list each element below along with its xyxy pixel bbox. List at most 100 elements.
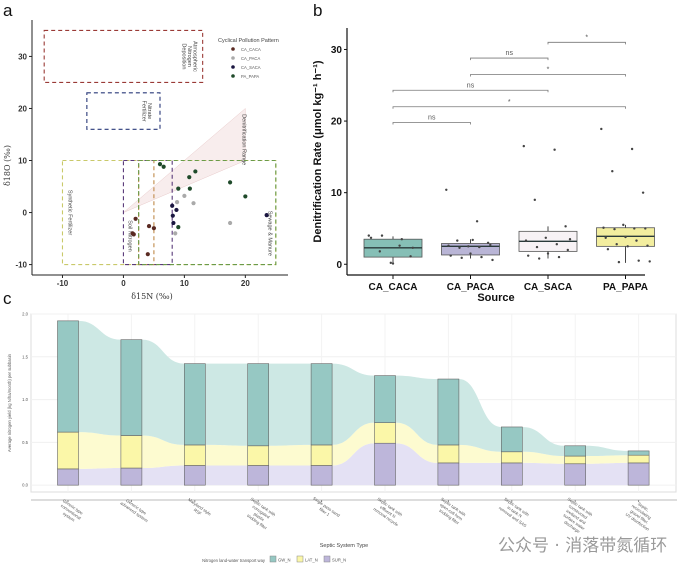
y-axis-title: Average nitrogen yield (kg N/ha/month) p… bbox=[7, 353, 12, 452]
legend-marker bbox=[231, 56, 235, 60]
bar-segment-lat_n bbox=[120, 435, 143, 469]
scatter-point-ca_caca bbox=[133, 216, 138, 221]
x-axis-title: δ15N (‰) bbox=[131, 292, 173, 301]
jitter-point bbox=[637, 259, 640, 262]
jitter-point bbox=[447, 244, 450, 247]
jitter-point bbox=[460, 256, 463, 260]
bar-segment-lat_n bbox=[437, 444, 460, 464]
jitter-point bbox=[641, 191, 645, 194]
jitter-point bbox=[533, 198, 536, 202]
scatter-point-pa_papa bbox=[176, 186, 181, 191]
bar-segment-lat_n bbox=[57, 431, 79, 470]
legend-marker bbox=[231, 65, 235, 69]
bar-segment-gw_n bbox=[437, 378, 460, 446]
x-tick-label: plastic bbox=[253, 511, 266, 522]
x-axis-title: Source bbox=[477, 292, 514, 304]
significance-bracket bbox=[392, 89, 549, 93]
jitter-point bbox=[630, 147, 634, 151]
jitter-point bbox=[535, 245, 539, 249]
legend-swatch-gw_n bbox=[269, 555, 277, 563]
significance-bracket bbox=[470, 57, 549, 61]
x-tick-label: Septic, bbox=[637, 501, 650, 512]
jitter-point bbox=[411, 246, 414, 249]
bar-segment-sur_n bbox=[564, 463, 587, 486]
significance-label: ns bbox=[506, 50, 514, 57]
jitter-point bbox=[555, 243, 558, 246]
scatter-point-ca_saca bbox=[174, 207, 179, 213]
jitter-point bbox=[456, 239, 459, 242]
jitter-point bbox=[380, 234, 384, 237]
jitter-point bbox=[449, 254, 452, 257]
legend-label: CA_SACA bbox=[241, 65, 261, 70]
y-axis-title: δ18O (‰) bbox=[3, 145, 12, 186]
scatter-point-pa_papa bbox=[157, 162, 163, 167]
y-tick-label: 1.5 bbox=[22, 354, 28, 359]
jitter-point bbox=[471, 238, 474, 242]
jitter-point bbox=[538, 257, 541, 260]
bar-segment-gw_n bbox=[564, 445, 587, 457]
source-region-0 bbox=[43, 29, 204, 83]
legend-title: Cyclical Pollution Pattern bbox=[218, 38, 279, 44]
jitter-point bbox=[522, 144, 525, 148]
scatter-point-pa_papa bbox=[243, 194, 248, 199]
jitter-point bbox=[486, 241, 490, 244]
bar-segment-lat_n bbox=[310, 444, 333, 466]
panel-b-boxplot: 0 10 20 30 Denitrification Rate (μmol kg⁻¹ h… bbox=[312, 28, 655, 304]
y-tick-label: 1.0 bbox=[22, 397, 28, 402]
y-tick-label: 10 bbox=[331, 188, 343, 199]
region-label: Nitrogen bbox=[186, 46, 192, 67]
scatter-point-ca_paca bbox=[174, 200, 180, 205]
y-tick-label: 0 bbox=[23, 209, 28, 218]
legend-label: LAT_N bbox=[305, 558, 318, 563]
panel-a-scatter: -10 0 10 20 -10 0 10 20 30 δ15N (‰) δ18O (‰) Denitr… bbox=[3, 20, 288, 301]
significance-label: * bbox=[508, 99, 511, 106]
bar-segment-sur_n bbox=[374, 442, 396, 486]
scatter-point-ca_caca bbox=[145, 252, 150, 257]
legend-title: Nitrogen land-water transport way bbox=[202, 558, 266, 563]
bar-segment-sur_n bbox=[120, 467, 143, 486]
jitter-point bbox=[480, 255, 483, 259]
significance-bracket bbox=[547, 41, 626, 45]
region-label: Soil Nitrogen bbox=[126, 220, 132, 252]
bar-segment-gw_n bbox=[247, 363, 269, 447]
bar-segment-gw_n bbox=[310, 363, 333, 446]
legend-label: CA_PACA bbox=[241, 56, 260, 61]
bar-segment-lat_n bbox=[184, 444, 206, 466]
significance-label: ns bbox=[428, 115, 436, 122]
bar-segment-gw_n bbox=[374, 375, 396, 423]
scatter-point-ca_saca bbox=[170, 213, 175, 218]
bar-segment-sur_n bbox=[500, 462, 523, 486]
bar-segment-sur_n bbox=[310, 465, 333, 486]
scatter-point-ca_saca bbox=[264, 213, 269, 218]
bar-segment-gw_n bbox=[57, 320, 79, 433]
scatter-point-pa_papa bbox=[193, 169, 198, 174]
watermark: 公众号 · 消落带氮循环 bbox=[498, 536, 667, 556]
jitter-point bbox=[648, 260, 651, 263]
x-tick-label: CA_SACA bbox=[524, 282, 572, 293]
jitter-point bbox=[622, 223, 625, 227]
panel-label-c: c bbox=[3, 289, 12, 308]
source-region-4 bbox=[138, 159, 155, 266]
y-tick-label: 2.0 bbox=[22, 312, 28, 317]
jitter-point bbox=[602, 226, 605, 229]
jitter-point bbox=[613, 227, 616, 231]
x-tick-label: 0 bbox=[121, 279, 126, 288]
y-tick-label: 30 bbox=[331, 45, 343, 56]
jitter-point bbox=[604, 236, 607, 239]
denitrification-range-label: Denitrification Range bbox=[240, 114, 246, 165]
legend-label: GW_N bbox=[278, 558, 291, 563]
scatter-point-ca_saca bbox=[170, 203, 175, 208]
legend-swatch-sur_n bbox=[323, 555, 331, 563]
jitter-point bbox=[646, 244, 649, 247]
bar-segment-gw_n bbox=[184, 363, 206, 446]
bar-segment-lat_n bbox=[374, 422, 396, 444]
scatter-point-ca_paca bbox=[182, 193, 187, 198]
box-ca_paca bbox=[441, 243, 500, 256]
x-tick-label: CA_CACA bbox=[369, 282, 418, 293]
legend-swatch-lat_n bbox=[296, 555, 304, 563]
jitter-point bbox=[475, 220, 479, 223]
jitter-point bbox=[391, 262, 395, 265]
y-tick-label: 0.0 bbox=[22, 483, 28, 488]
bar-segment-lat_n bbox=[564, 455, 587, 465]
jitter-point bbox=[635, 239, 638, 242]
